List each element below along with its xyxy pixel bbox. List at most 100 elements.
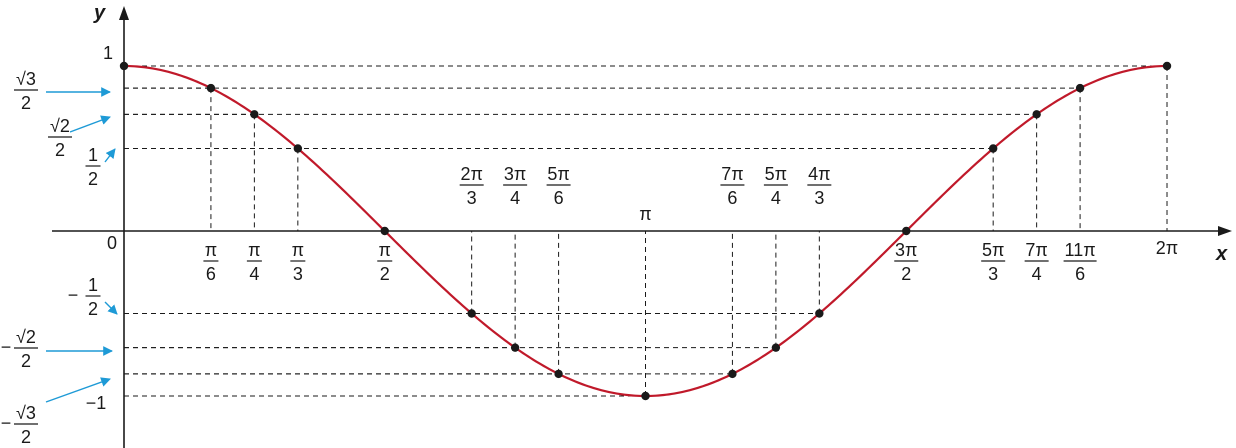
x-tick-label-4: π2 [377, 240, 393, 284]
y-tick-label-3-frac: 12 [85, 145, 101, 189]
data-point-12 [902, 226, 911, 236]
y-tick-label-1: √32 [14, 69, 38, 113]
x-tick-label-11-den: 3 [814, 188, 824, 208]
data-point-13 [988, 144, 998, 153]
data-point-11 [815, 309, 824, 318]
y-tick-label-5-frac-num: √2 [16, 327, 36, 347]
data-point-1 [206, 83, 216, 93]
origin-label: 0 [107, 233, 117, 253]
data-point-14 [1032, 110, 1041, 119]
x-tick-label-5: 2π3 [459, 164, 484, 208]
y-tick-label-4: −12 [68, 275, 101, 319]
x-tick-label-16: 2π [1156, 238, 1178, 258]
x-tick-label-14-den: 4 [1032, 264, 1042, 284]
y-tick-label-4-frac-num: 1 [88, 275, 98, 295]
data-point-15 [1075, 83, 1085, 93]
x-tick-label-4-den: 2 [380, 264, 390, 284]
data-point-16 [1162, 61, 1172, 71]
x-tick-label-1: π6 [203, 240, 219, 284]
x-tick-label-11-num: 4π [808, 164, 830, 184]
data-point-7 [554, 369, 563, 379]
x-tick-label-3-num: π [292, 240, 304, 260]
y-tick-label-5-sign: − [1, 337, 12, 357]
x-tick-label-2: π4 [246, 240, 262, 284]
x-tick-labels: π6π4π3π22π33π45π6π7π65π44π33π25π37π411π6… [203, 164, 1178, 284]
y-tick-label-6-arrow [45, 377, 111, 403]
data-point-10 [771, 343, 781, 352]
y-tick-label-0: 1 [103, 43, 113, 63]
x-tick-label-13-den: 3 [988, 264, 998, 284]
data-point-4 [380, 226, 389, 236]
data-point-9 [728, 369, 737, 379]
x-tick-label-10: 5π4 [763, 164, 788, 208]
y-tick-label-2-frac: √22 [48, 116, 72, 160]
x-tick-label-10-num: 5π [765, 164, 787, 184]
data-point-2 [250, 110, 259, 119]
x-tick-label-13-num: 5π [982, 240, 1004, 260]
x-tick-label-5-num: 2π [460, 164, 482, 184]
y-axis-label: y [93, 2, 106, 24]
data-point-0 [119, 61, 129, 71]
x-tick-label-3: π3 [290, 240, 306, 284]
x-tick-label-2-num: π [248, 240, 260, 260]
guide-lines [124, 65, 1168, 397]
y-tick-labels: 1√32√22 12− 12− √22− √32−1 [1, 43, 118, 447]
x-tick-label-6-num: 3π [504, 164, 526, 184]
x-tick-label-4-num: π [379, 240, 391, 260]
x-axis-label: x [1215, 243, 1228, 265]
y-tick-label-6-sign: − [1, 413, 12, 433]
data-point-6 [510, 343, 520, 352]
y-tick-label-6: − √32 [1, 403, 38, 447]
x-tick-label-2-den: 4 [249, 264, 259, 284]
x-tick-label-6-den: 4 [510, 188, 520, 208]
x-tick-label-1-num: π [205, 240, 217, 260]
y-tick-label-2: √22 [48, 116, 72, 160]
y-tick-label-2-arrow [69, 115, 111, 133]
y-tick-label-2-frac-num: √2 [50, 116, 70, 136]
data-point-3 [293, 144, 303, 153]
x-tick-label-5-den: 3 [467, 188, 477, 208]
y-tick-label-6-frac-den: 2 [21, 427, 31, 447]
y-tick-label-1-frac-num: √3 [16, 69, 36, 89]
x-tick-label-8: π [639, 204, 651, 224]
x-tick-label-11: 4π3 [807, 164, 832, 208]
x-tick-label-15-num: 11π [1065, 240, 1096, 260]
y-tick-label-5-frac: √22 [14, 327, 38, 371]
x-tick-label-9-den: 6 [727, 188, 737, 208]
x-tick-label-10-den: 4 [771, 188, 781, 208]
x-tick-label-14: 7π4 [1024, 240, 1049, 284]
y-tick-label-4-sign: − [68, 285, 79, 305]
x-tick-label-3-den: 3 [293, 264, 303, 284]
x-tick-label-7-den: 6 [554, 188, 564, 208]
y-axis-arrow [119, 6, 129, 20]
x-tick-label-7: 5π6 [546, 164, 571, 208]
x-tick-label-15-den: 6 [1075, 264, 1085, 284]
y-tick-label-4-arrow [104, 301, 118, 315]
x-tick-label-12-num: 3π [895, 240, 917, 260]
data-point-5 [467, 309, 476, 318]
x-tick-label-14-num: 7π [1025, 240, 1047, 260]
x-axis-arrow [1218, 226, 1232, 236]
x-tick-label-7-num: 5π [547, 164, 569, 184]
x-tick-label-9-num: 7π [721, 164, 743, 184]
y-tick-label-5-frac-den: 2 [21, 351, 31, 371]
y-tick-label-3: 12 [85, 145, 101, 189]
y-tick-label-3-arrow [104, 148, 116, 163]
y-tick-label-7: −1 [86, 393, 107, 413]
x-tick-label-12-den: 2 [901, 264, 911, 284]
y-tick-label-4-frac-den: 2 [88, 299, 98, 319]
y-tick-label-4-frac: 12 [85, 275, 101, 319]
y-tick-label-1-frac: √32 [14, 69, 38, 113]
y-tick-label-6-frac-num: √3 [16, 403, 36, 423]
data-point-8 [641, 391, 650, 401]
y-tick-label-5: − √22 [1, 327, 38, 371]
y-tick-label-3-frac-den: 2 [88, 169, 98, 189]
axes [52, 6, 1232, 448]
y-tick-label-6-frac: √32 [14, 403, 38, 447]
x-tick-label-9: 7π6 [720, 164, 745, 208]
x-tick-label-1-den: 6 [206, 264, 216, 284]
y-tick-label-1-frac-den: 2 [21, 93, 31, 113]
x-tick-label-6: 3π4 [503, 164, 528, 208]
